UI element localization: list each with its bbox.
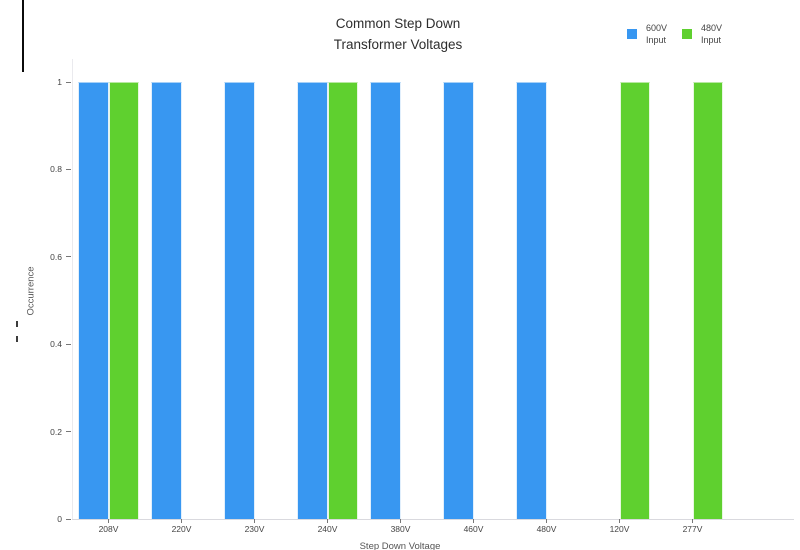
x-tick-label-230v: 230V <box>244 524 265 534</box>
legend-label-line2: Input <box>701 34 722 45</box>
y-tick-label: 0 <box>57 514 62 524</box>
y-tick-label: 0.4 <box>50 339 62 350</box>
y-tick-mark <box>66 431 71 433</box>
x-tick-mark <box>108 519 109 523</box>
legend-label-line1: 480V <box>701 23 723 33</box>
legend-label: 600V Input <box>646 21 667 46</box>
y-tick-label: 1 <box>57 77 62 87</box>
bar-600v-input-240v[interactable] <box>297 82 328 519</box>
bar-600v-input-380v[interactable] <box>370 82 401 519</box>
y-tick-label: 0.2 <box>50 426 62 437</box>
legend-label: 480V Input <box>701 21 722 46</box>
legend-swatch-icon <box>627 28 637 39</box>
legend-swatch-icon <box>682 28 693 39</box>
y-axis-title: Occurrence <box>25 266 37 316</box>
bar-600v-input-460v[interactable] <box>443 82 474 519</box>
chart-title: Common Step Down Transformer Voltages <box>0 13 796 55</box>
y-tick-mark <box>66 168 71 170</box>
x-tick-label-240v: 240V <box>317 524 338 534</box>
stray-mark <box>16 336 18 342</box>
x-axis-line <box>72 519 794 520</box>
x-tick-label-380v: 380V <box>390 524 411 534</box>
x-tick-mark <box>181 519 182 523</box>
y-tick-mark <box>66 518 71 520</box>
y-axis-line <box>72 59 73 519</box>
bar-480v-input-120v[interactable] <box>619 82 650 519</box>
chart-title-line1: Common Step Down <box>335 16 461 31</box>
chart-title-line2: Transformer Voltages <box>333 37 463 52</box>
x-tick-mark <box>619 519 620 523</box>
x-tick-label-120v: 120V <box>609 524 630 534</box>
x-tick-mark <box>327 519 328 523</box>
x-tick-mark <box>254 519 255 523</box>
y-tick-mark <box>66 343 71 345</box>
bar-600v-input-208v[interactable] <box>78 82 109 519</box>
x-tick-label-277v: 277V <box>682 524 703 534</box>
legend-item-600v-input[interactable]: 600V Input <box>627 21 667 46</box>
bar-480v-input-240v[interactable] <box>327 82 358 519</box>
legend-item-480v-input[interactable]: 480V Input <box>682 21 722 46</box>
text-cursor-artifact <box>22 0 24 72</box>
bar-600v-input-220v[interactable] <box>151 82 182 519</box>
x-tick-mark <box>400 519 401 523</box>
x-tick-mark <box>473 519 474 523</box>
x-axis-title: Step Down Voltage <box>359 541 441 550</box>
stray-mark <box>16 321 18 327</box>
x-tick-label-480v: 480V <box>536 524 557 534</box>
x-tick-mark <box>546 519 547 523</box>
legend-label-line1: 600V <box>646 23 668 33</box>
x-tick-label-208v: 208V <box>98 524 119 534</box>
y-tick-mark <box>66 256 71 258</box>
x-tick-label-460v: 460V <box>463 524 484 534</box>
bar-600v-input-230v[interactable] <box>224 82 255 519</box>
bar-480v-input-208v[interactable] <box>108 82 139 519</box>
x-tick-mark <box>692 519 693 523</box>
bar-480v-input-277v[interactable] <box>692 82 723 519</box>
y-tick-label: 0.8 <box>50 164 62 175</box>
legend: 600V Input 480V Input <box>627 21 722 46</box>
y-tick-mark <box>66 81 71 83</box>
bar-600v-input-480v[interactable] <box>516 82 547 519</box>
y-tick-label: 0.6 <box>50 251 62 262</box>
legend-label-line2: Input <box>646 34 667 45</box>
x-tick-label-220v: 220V <box>171 524 192 534</box>
